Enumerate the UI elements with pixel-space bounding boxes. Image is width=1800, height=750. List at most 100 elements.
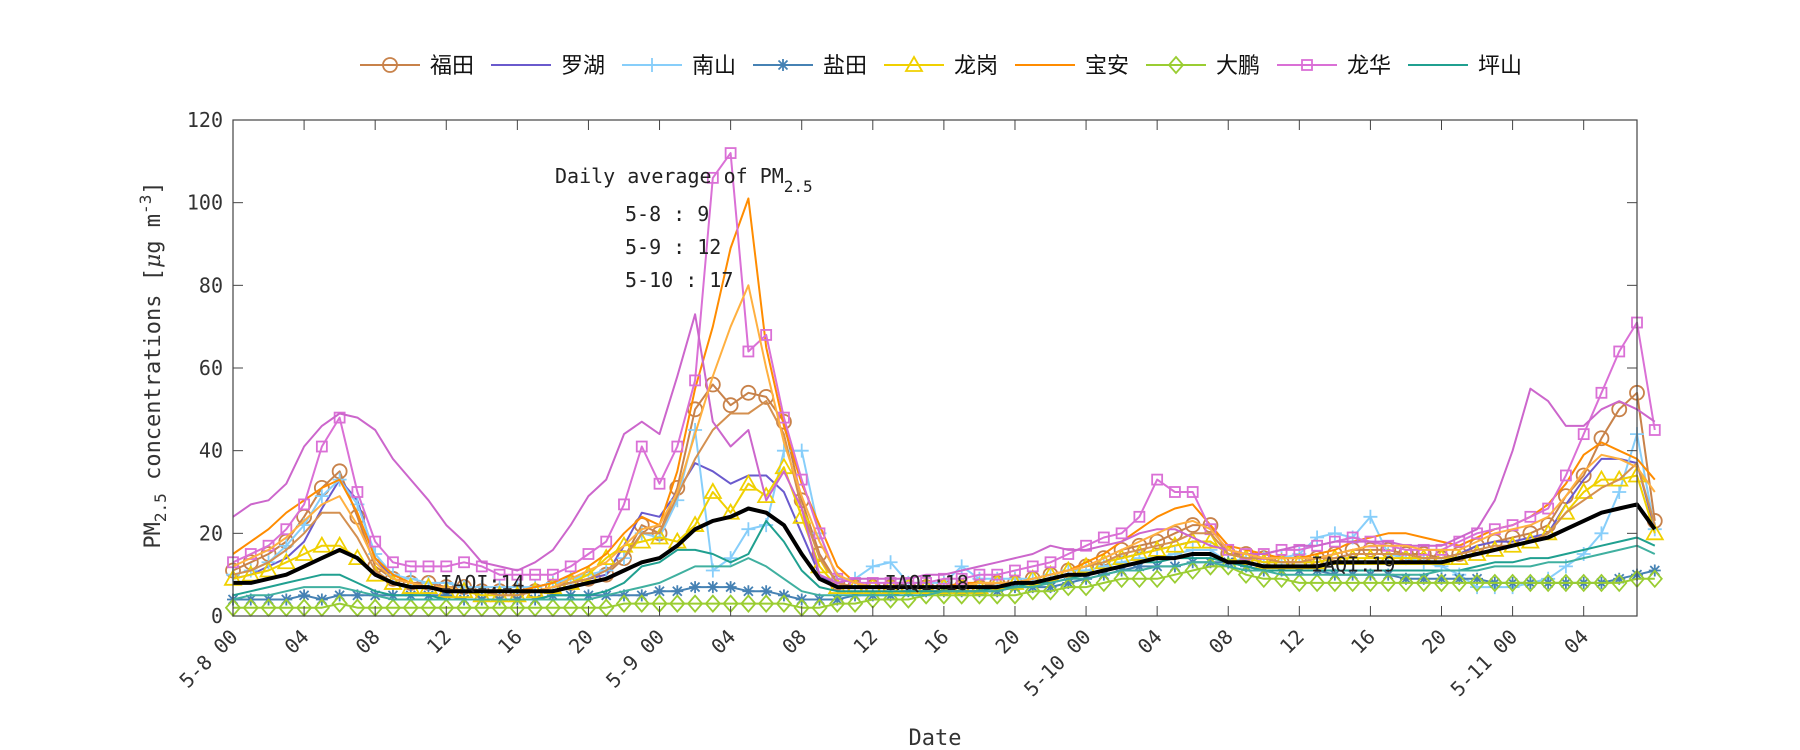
data-point [991, 568, 1004, 581]
data-point [331, 594, 348, 613]
legend-item-大鹏: 大鹏 [1146, 54, 1260, 79]
legend-label: 盐田 [823, 54, 867, 79]
data-point [1344, 573, 1361, 593]
data-point [1574, 482, 1594, 499]
data-point [1595, 386, 1608, 399]
iaqi-label: IAQI:19 [1311, 552, 1395, 576]
data-point [1397, 573, 1415, 593]
data-point [1044, 556, 1057, 569]
daily-average-title: Daily average of PM2.5 [555, 164, 813, 196]
data-point [689, 374, 701, 387]
y-axis-label-close: ] [141, 181, 166, 194]
data-point [706, 171, 719, 184]
x-tick-label: 16 [493, 625, 527, 659]
x-tick-label: 04 [280, 625, 314, 659]
data-point [742, 585, 755, 598]
data-point [1009, 564, 1021, 577]
series-line [232, 544, 1656, 601]
data-point [315, 440, 328, 453]
series-大鹏 [224, 557, 1663, 618]
data-point [1593, 430, 1610, 447]
data-point [900, 590, 917, 609]
series-line [232, 152, 1656, 584]
data-point [280, 523, 293, 536]
data-point [740, 384, 757, 401]
data-point [1486, 573, 1504, 593]
data-point [1308, 573, 1326, 593]
data-point [738, 473, 758, 491]
data-point [686, 594, 704, 613]
data-point [1186, 486, 1199, 498]
data-point [351, 486, 364, 498]
data-point [653, 477, 666, 490]
series-line [232, 313, 1656, 584]
data-point [813, 527, 826, 540]
data-point [1044, 581, 1057, 594]
data-point [917, 585, 935, 605]
x-tick-label: 5-11 00 [1446, 625, 1523, 702]
data-point [1504, 573, 1521, 593]
data-point [351, 589, 364, 602]
x-tick-label: 20 [564, 625, 598, 659]
data-point [1612, 485, 1627, 499]
legend-swatch-marker [904, 55, 924, 72]
data-point [724, 581, 737, 594]
x-tick-label: 04 [706, 625, 740, 659]
data-point [1575, 573, 1592, 593]
data-point [760, 585, 773, 598]
data-point [724, 147, 737, 159]
series-layer [223, 147, 1665, 618]
legend-swatch-marker [645, 58, 659, 72]
legend-item-福田: 福田 [360, 54, 474, 79]
data-point [671, 585, 684, 598]
legend-label: 大鹏 [1216, 54, 1260, 79]
x-tick-label: 20 [1417, 625, 1451, 659]
x-tick-label: 5-10 00 [1019, 625, 1096, 702]
data-point [1327, 526, 1342, 541]
data-point [618, 498, 630, 511]
data-point [1539, 573, 1557, 593]
annotations: Daily average of PM2.5 5-8 : 9 5-9 : 12 5-1… [440, 164, 1395, 595]
legend-swatch-marker [382, 57, 398, 73]
data-point [829, 594, 846, 613]
legend-swatch-marker [1301, 59, 1313, 71]
data-point [1026, 560, 1039, 573]
y-axis-label-text: concentrations [ [141, 268, 166, 493]
data-point [671, 440, 684, 453]
data-point [706, 581, 719, 594]
x-tick-label: 12 [422, 625, 456, 659]
data-point [1557, 573, 1575, 593]
data-point [760, 329, 773, 341]
daily-average-line: 5-9 : 12 [625, 235, 721, 259]
data-point [578, 564, 598, 582]
x-tick-label: 08 [351, 625, 385, 659]
data-point [633, 594, 650, 613]
data-point [635, 440, 648, 453]
data-point [1115, 527, 1128, 540]
data-point [757, 594, 775, 613]
data-point [971, 585, 988, 605]
data-point [1417, 572, 1430, 585]
legend-item-坪山: 坪山 [1408, 54, 1522, 79]
data-point [458, 556, 470, 569]
data-point [1613, 572, 1626, 585]
data-point [1169, 486, 1181, 498]
data-point [1591, 469, 1612, 487]
daily-average-line: 5-10 : 17 [625, 268, 733, 292]
series-line [232, 197, 1656, 593]
x-tick-label: 16 [1346, 625, 1380, 659]
data-point [564, 560, 577, 573]
y-axis-label-unit: g m [141, 214, 166, 254]
data-point [669, 594, 686, 613]
data-point [794, 443, 809, 458]
data-point [831, 593, 844, 606]
data-point [1112, 548, 1132, 566]
data-point [1613, 345, 1626, 358]
series-line [233, 502, 1657, 594]
data-point [1218, 544, 1238, 561]
y-tick-label: 80 [199, 273, 223, 297]
data-point [989, 585, 1006, 605]
y-axis-label-exponent: -3 [136, 195, 155, 214]
data-point [1362, 541, 1379, 558]
